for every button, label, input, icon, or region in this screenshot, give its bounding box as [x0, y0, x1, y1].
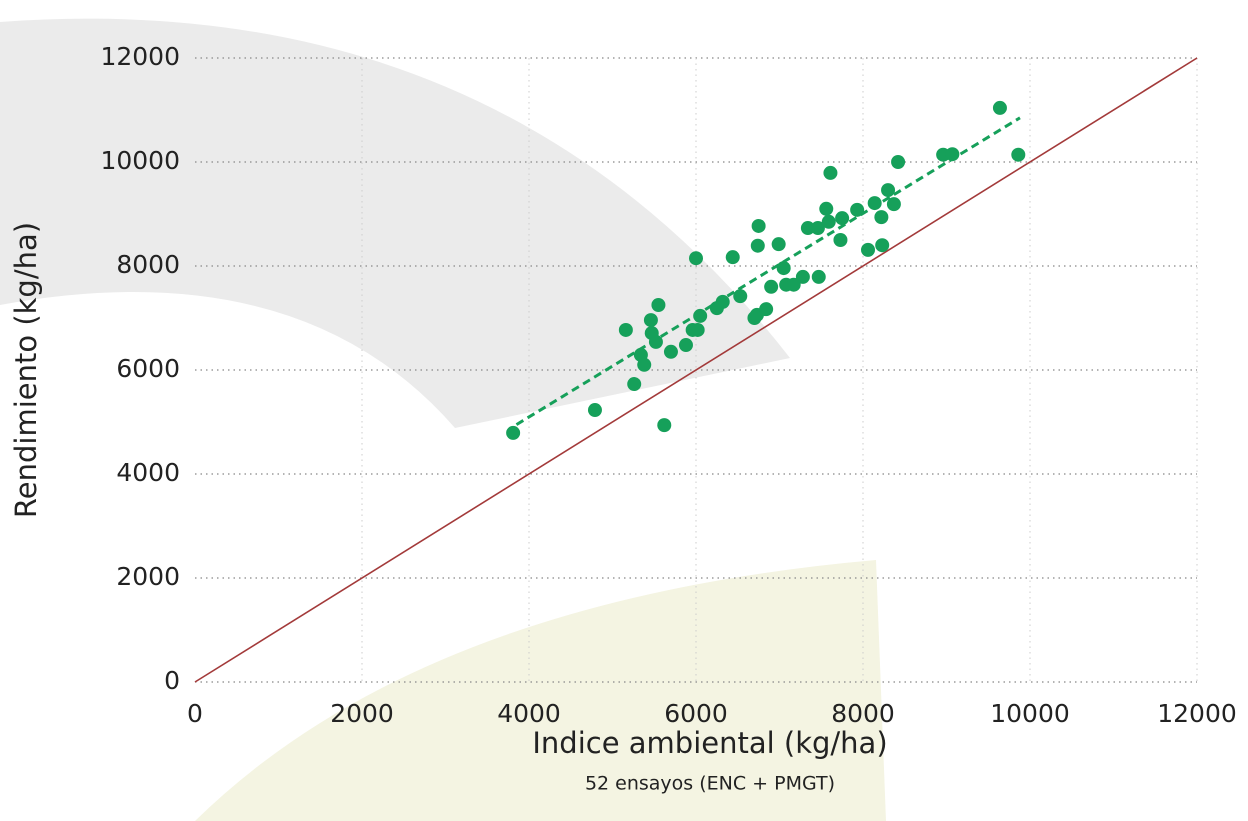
- y-tick-label: 0: [164, 666, 180, 695]
- point: [891, 155, 906, 169]
- point: [618, 322, 633, 337]
- x-tick-label: 10000: [990, 699, 1070, 728]
- point: [506, 425, 521, 440]
- x-tick-label: 2000: [330, 699, 394, 728]
- y-tick-label: 2000: [116, 562, 180, 591]
- point: [643, 313, 658, 328]
- x-tick-label: 0: [187, 699, 203, 728]
- point: [874, 210, 889, 225]
- point: [881, 183, 896, 198]
- point: [800, 221, 815, 236]
- point: [786, 277, 801, 292]
- point: [733, 289, 748, 304]
- point: [750, 238, 765, 253]
- point: [833, 233, 848, 247]
- point: [715, 294, 730, 309]
- y-axis-title: Rendimiento (kg/ha): [9, 222, 43, 518]
- point: [759, 302, 774, 317]
- point: [587, 403, 602, 418]
- point: [689, 251, 703, 266]
- background-shape: [0, 18, 790, 428]
- point: [835, 211, 850, 226]
- x-tick-label: 6000: [664, 699, 728, 728]
- point: [663, 344, 678, 359]
- point: [637, 357, 652, 372]
- point: [651, 298, 666, 312]
- y-tick-label: 10000: [100, 146, 180, 175]
- point: [693, 308, 708, 323]
- point: [867, 196, 882, 211]
- x-tick-label: 8000: [831, 699, 895, 728]
- note: 52 ensayos (ENC + PMGT): [585, 773, 835, 795]
- point: [875, 238, 890, 253]
- point: [886, 197, 901, 212]
- y-tick-label: 6000: [116, 354, 180, 383]
- y-tick-label: 8000: [116, 250, 180, 279]
- point: [850, 202, 865, 217]
- x-tick-label: 4000: [497, 699, 561, 728]
- point: [771, 237, 786, 252]
- point: [1011, 147, 1026, 162]
- trend-line: [515, 116, 1021, 426]
- point: [648, 334, 663, 349]
- point: [795, 269, 810, 284]
- point: [945, 147, 960, 162]
- x-tick-label: 12000: [1157, 699, 1237, 728]
- point: [627, 377, 642, 392]
- point: [657, 418, 672, 433]
- point: [678, 338, 693, 353]
- point: [992, 100, 1007, 115]
- point: [810, 221, 825, 236]
- point: [776, 261, 791, 276]
- point: [823, 165, 838, 180]
- point: [725, 250, 740, 265]
- point: [751, 218, 766, 233]
- background-shape: [195, 560, 886, 821]
- y-tick-label: 4000: [116, 458, 180, 487]
- point: [821, 214, 836, 229]
- point: [764, 279, 779, 294]
- identity-line: [194, 57, 1198, 683]
- point: [811, 269, 826, 284]
- point: [819, 201, 834, 216]
- point: [690, 322, 705, 337]
- x-axis-title: Indice ambiental (kg/ha): [532, 726, 887, 760]
- point: [861, 242, 876, 257]
- y-tick-label: 12000: [100, 42, 180, 71]
